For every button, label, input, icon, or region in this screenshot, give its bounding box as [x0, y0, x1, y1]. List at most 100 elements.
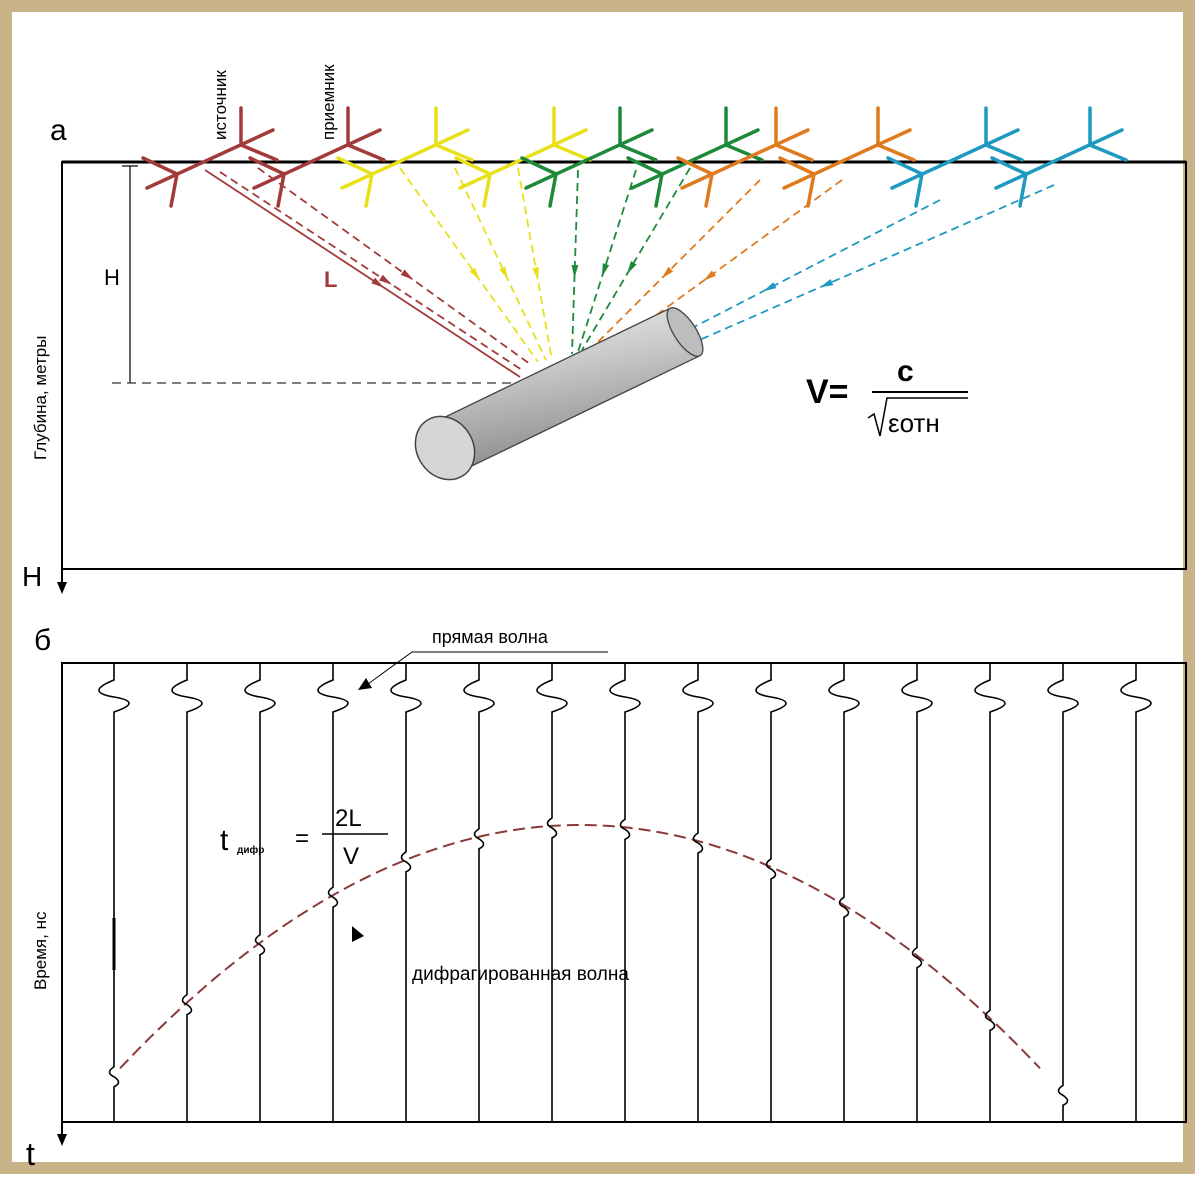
ray-path-7: [571, 169, 579, 355]
depth-axis-arrow: [57, 582, 67, 594]
antenna-fork-leg: [1018, 172, 1028, 208]
ray-arrow-1: [371, 277, 385, 288]
velocity-formula-numerator: c: [897, 355, 914, 388]
ray-arrow-9: [627, 261, 637, 275]
antenna-2: [248, 106, 386, 208]
antenna-fork-arm: [990, 156, 1028, 176]
trace-14: [1047, 663, 1079, 1122]
antenna-fork-arm: [984, 143, 1024, 162]
antenna-8: [778, 106, 916, 208]
time-axis-label: Время, нс: [31, 911, 50, 990]
trace-13: [974, 663, 1006, 1122]
antenna-shaft: [145, 128, 275, 190]
depth-symbol: H: [104, 265, 120, 290]
antenna-shaft: [782, 128, 912, 190]
time-formula-lhs: t: [220, 824, 229, 857]
ray-path-1: [204, 169, 521, 378]
depth-axis-label: Глубина, метры: [31, 336, 50, 460]
antenna-fork-arm: [239, 143, 279, 162]
trace-9: [682, 663, 714, 1122]
radargram-traces: [98, 663, 1152, 1122]
ray-path-4: [399, 167, 539, 363]
antenna-fork-arm: [876, 143, 916, 162]
ray-arrow-8: [601, 263, 610, 277]
time-axis-end-label: t: [26, 1136, 35, 1172]
pipe-edge-top: [429, 307, 671, 425]
ray-paths: [204, 167, 1055, 378]
ray-arrow-6: [532, 266, 539, 281]
ray-arrow-2: [379, 274, 392, 285]
antenna-10: [990, 106, 1128, 208]
antenna-fork-arm: [618, 143, 658, 162]
antenna-fork-arm: [434, 143, 474, 162]
panel-b: б Время, нс t прямая волна дифрагированн…: [26, 624, 1187, 1172]
ray-path-10: [589, 179, 761, 351]
pipe-far-end: [666, 307, 704, 357]
antenna-fork-leg: [482, 172, 492, 208]
time-formula-numerator: 2L: [335, 805, 362, 832]
antenna-fork-leg: [169, 172, 179, 208]
ray-path-5: [454, 167, 547, 361]
ray-path-9: [581, 167, 691, 351]
ray-path-3: [257, 167, 531, 365]
antenna-fork-arm: [520, 156, 558, 176]
square-root-sign: [867, 397, 968, 437]
antenna-7: [676, 106, 814, 208]
antenna-fork-arm: [454, 156, 492, 176]
trace-12: [901, 663, 933, 1122]
trace-8: [609, 663, 641, 1122]
antenna-5: [520, 106, 658, 208]
antenna-3: [336, 106, 474, 208]
antenna-fork-leg: [654, 172, 664, 208]
time-formula-equals: =: [295, 825, 309, 852]
ray-arrow-7: [571, 264, 579, 279]
time-formula-subscript: дифр: [237, 844, 264, 856]
antenna-1: [141, 106, 279, 208]
antenna-shaft: [252, 128, 382, 190]
antenna-6: [626, 106, 764, 208]
trace-4: [317, 663, 349, 1122]
ray-path-13: [639, 184, 1055, 367]
ray-path-2: [219, 171, 523, 371]
ray-path-6: [517, 167, 553, 361]
antenna-fork-leg: [704, 172, 714, 208]
antenna-fork-leg: [914, 172, 924, 208]
depth-axis-end-label: H: [22, 561, 42, 592]
buried-pipe: [414, 307, 704, 481]
antenna-shaft: [890, 128, 1020, 190]
diffraction-hyperbola: [119, 824, 1041, 1069]
antenna-fork-arm: [336, 156, 374, 176]
antenna-shaft: [994, 128, 1124, 190]
antenna-array: [141, 106, 1128, 208]
antenna-fork-arm: [552, 143, 592, 162]
ray-arrow-12: [763, 282, 777, 292]
antenna-shaft: [524, 128, 654, 190]
trace-11: [828, 663, 860, 1122]
antenna-fork-leg: [364, 172, 374, 208]
antenna-shaft: [680, 128, 810, 190]
antenna-fork-arm: [1088, 143, 1128, 162]
source-label: источник: [211, 70, 230, 140]
trace-2: [171, 663, 203, 1122]
antenna-shaft: [340, 128, 470, 190]
antenna-fork-arm: [346, 143, 386, 162]
velocity-formula-lhs: V=: [806, 373, 849, 411]
trace-15: [1120, 663, 1152, 1122]
figure-background: [12, 12, 1183, 1162]
panel-b-label: б: [34, 624, 51, 657]
time-formula: t дифр = 2L V: [220, 805, 388, 870]
diffracted-wave-label: дифрагированная волна: [412, 964, 629, 985]
ray-arrow-10: [661, 266, 674, 279]
antenna-fork-arm: [724, 143, 764, 162]
panel-a: а источник приемник Глубина, метры H H L…: [22, 64, 1187, 594]
ray-arrow-4: [469, 267, 480, 281]
ray-arrow-5: [499, 266, 509, 280]
antenna-shaft: [630, 128, 760, 190]
trace-1: [98, 663, 130, 1122]
antenna-fork-arm: [886, 156, 924, 176]
velocity-formula-denominator: εотн: [888, 408, 940, 438]
pipe-edge-bottom: [459, 355, 701, 473]
antenna-fork-arm: [676, 156, 714, 176]
